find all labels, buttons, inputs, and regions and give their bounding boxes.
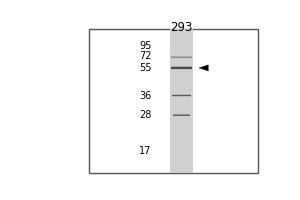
Text: 95: 95 xyxy=(139,41,152,51)
Bar xyxy=(171,68,192,69)
Text: 55: 55 xyxy=(139,63,152,73)
Bar xyxy=(89,29,258,173)
Bar xyxy=(171,58,192,59)
Bar xyxy=(171,66,192,67)
Text: 28: 28 xyxy=(139,110,152,120)
Bar xyxy=(173,116,190,117)
Bar xyxy=(172,94,191,95)
Text: 36: 36 xyxy=(139,91,152,101)
Bar xyxy=(173,114,190,115)
Bar xyxy=(171,69,192,70)
Text: 293: 293 xyxy=(170,21,193,34)
Bar xyxy=(170,29,193,173)
Bar xyxy=(171,55,192,56)
Polygon shape xyxy=(199,65,208,71)
Bar xyxy=(171,67,192,68)
Bar xyxy=(172,96,191,97)
Bar xyxy=(173,115,190,116)
Text: 17: 17 xyxy=(139,146,152,156)
Bar xyxy=(172,95,191,96)
Bar xyxy=(171,56,192,57)
Bar xyxy=(171,57,192,58)
Text: 72: 72 xyxy=(139,51,152,61)
